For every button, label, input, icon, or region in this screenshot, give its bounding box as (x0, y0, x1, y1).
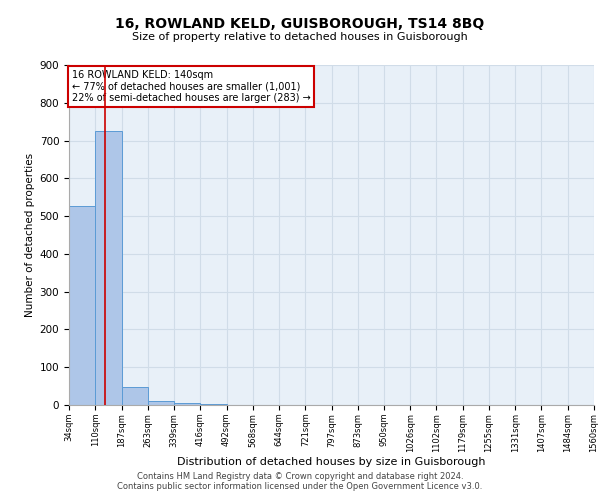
Bar (122, 387, 148, 405)
Bar (95, 131, 122, 405)
Bar (69, 206, 95, 405)
Text: 16 ROWLAND KELD: 140sqm
← 77% of detached houses are smaller (1,001)
22% of semi: 16 ROWLAND KELD: 140sqm ← 77% of detache… (71, 70, 310, 103)
Y-axis label: Number of detached properties: Number of detached properties (25, 153, 35, 317)
Bar (174, 402, 200, 405)
Text: Size of property relative to detached houses in Guisborough: Size of property relative to detached ho… (132, 32, 468, 42)
X-axis label: Distribution of detached houses by size in Guisborough: Distribution of detached houses by size … (177, 458, 486, 468)
Text: 16, ROWLAND KELD, GUISBOROUGH, TS14 8BQ: 16, ROWLAND KELD, GUISBOROUGH, TS14 8BQ (115, 18, 485, 32)
Text: Contains HM Land Registry data © Crown copyright and database right 2024.
Contai: Contains HM Land Registry data © Crown c… (118, 472, 482, 491)
Bar (200, 404, 227, 405)
Bar (148, 401, 174, 405)
